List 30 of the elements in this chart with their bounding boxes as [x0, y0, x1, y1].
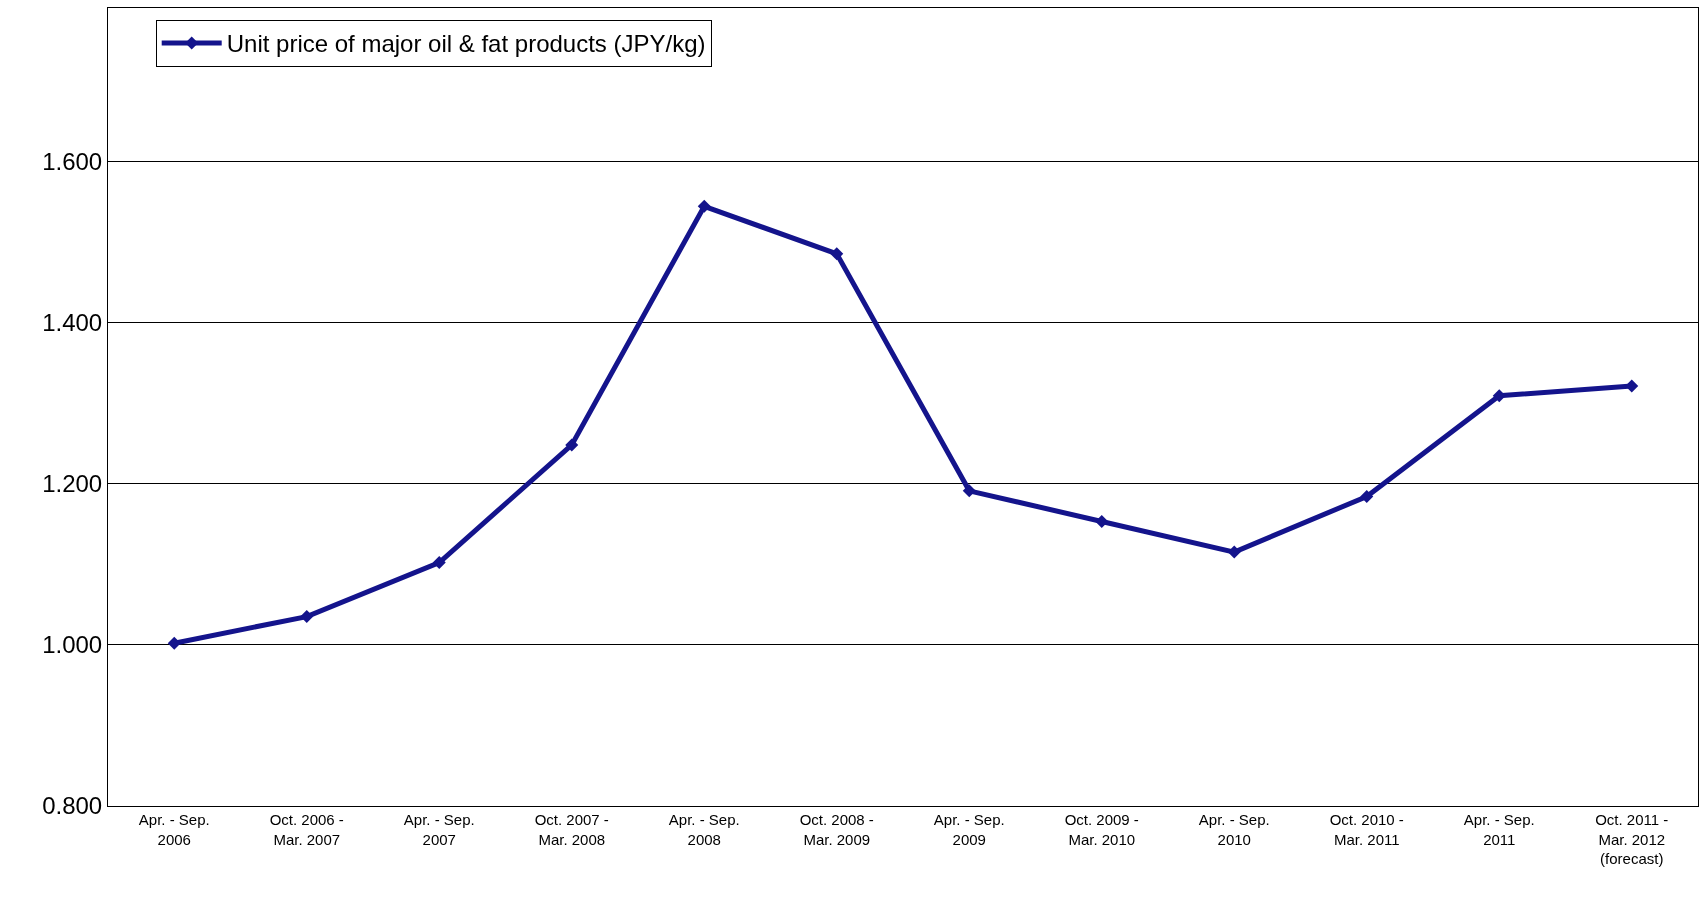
point [300, 610, 314, 624]
point [565, 438, 579, 452]
y-tick-label: 1.000 [42, 631, 103, 659]
x-tick-label: Apr. - Sep. 2007 [403, 811, 475, 848]
x-tick-label: Apr. - Sep. 2006 [138, 811, 210, 848]
point [1625, 379, 1639, 393]
point [432, 556, 446, 570]
point [830, 247, 844, 261]
y-tick-label: 1.200 [42, 469, 103, 497]
y-tick-label: 0.800 [42, 792, 103, 820]
x-tick-label: Oct. 2010 - Mar. 2011 [1329, 811, 1404, 848]
legend-label: Unit price of major oil & fat products (JPY/kg) [226, 30, 706, 58]
y-tick-label: 1.400 [42, 308, 103, 336]
x-tick-label: Oct. 2006 - Mar. 2007 [269, 811, 344, 848]
x-tick-label: Apr. - Sep. 2008 [668, 811, 740, 848]
x-tick-label: Apr. - Sep. 2010 [1198, 811, 1270, 848]
x-tick-label: Oct. 2009 - Mar. 2010 [1064, 811, 1139, 848]
y-tick-label: 1.600 [42, 147, 103, 175]
x-tick-label: Apr. - Sep. 2011 [1463, 811, 1535, 848]
x-tick-label: Oct. 2011 - Mar. 2012 (forecast) [1595, 811, 1669, 867]
point [697, 199, 711, 213]
point [1360, 489, 1374, 503]
x-tick-label: Oct. 2007 - Mar. 2008 [534, 811, 609, 848]
point [167, 636, 181, 650]
x-tick-label: Apr. - Sep. 2009 [933, 811, 1005, 848]
point [1095, 514, 1109, 528]
point [962, 484, 976, 498]
point [1227, 545, 1241, 559]
x-tick-label: Oct. 2008 - Mar. 2009 [799, 811, 874, 848]
point [1492, 389, 1506, 403]
